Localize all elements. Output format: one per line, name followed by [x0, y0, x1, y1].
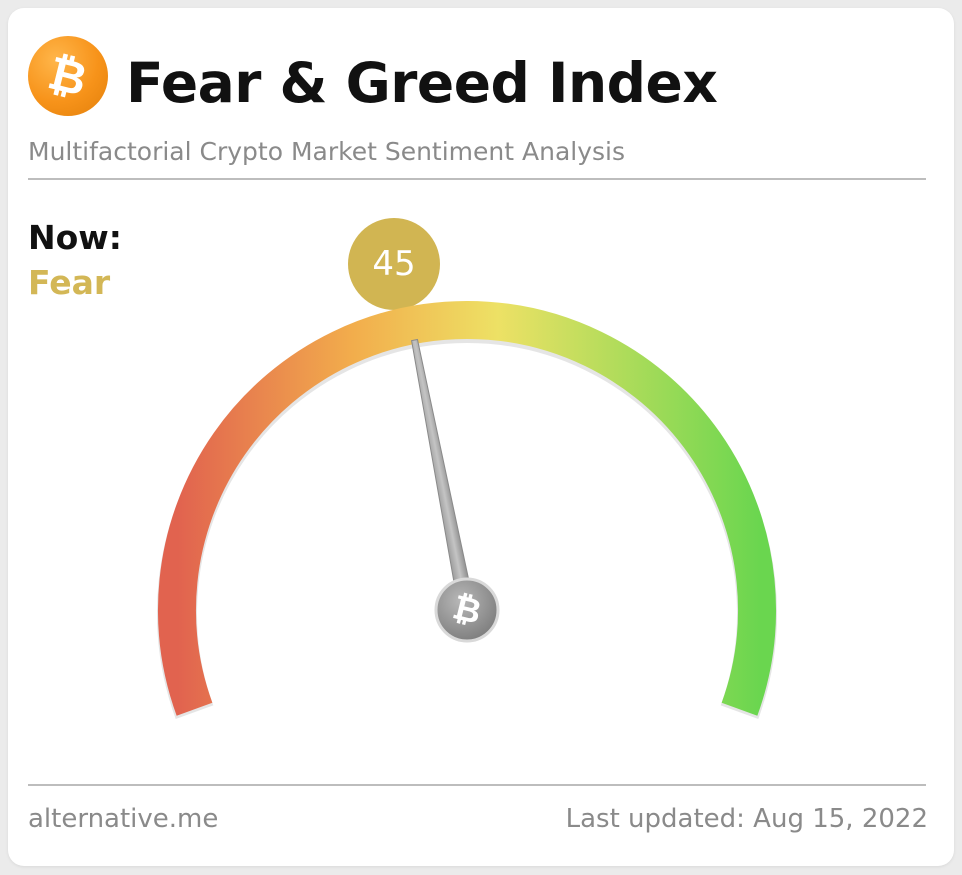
page-title: Fear & Greed Index — [126, 51, 718, 115]
index-value-bubble: 45 — [348, 218, 440, 310]
gauge-needle — [411, 338, 476, 613]
source-link[interactable]: alternative.me — [28, 804, 219, 834]
header-divider — [28, 178, 926, 180]
fear-greed-card: ₿ Fear & Greed Index Multifactorial Cryp… — [8, 8, 954, 866]
gauge-arc-shadow — [157, 303, 777, 720]
now-label: Now: — [28, 218, 122, 257]
sentiment-classification: Fear — [28, 263, 111, 302]
bitcoin-icon: ₿ — [43, 45, 93, 107]
needle-pointer — [411, 338, 476, 613]
page-subtitle: Multifactorial Crypto Market Sentiment A… — [28, 137, 626, 166]
last-updated-text: Last updated: Aug 15, 2022 — [565, 804, 928, 834]
bitcoin-icon: ₿ — [449, 587, 486, 633]
bitcoin-logo: ₿ — [28, 36, 108, 116]
needle-hub — [434, 577, 500, 643]
gauge-arc — [158, 301, 776, 716]
footer-divider — [28, 784, 926, 786]
